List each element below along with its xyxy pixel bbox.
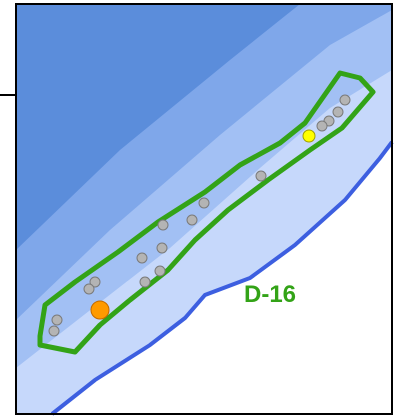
sample-point[interactable]	[332, 106, 344, 118]
sample-point[interactable]	[156, 242, 168, 254]
highlight-point-orange[interactable]	[90, 300, 110, 320]
shore-line	[50, 140, 394, 416]
map-frame	[15, 3, 393, 415]
sample-points	[48, 94, 351, 337]
sample-point[interactable]	[154, 265, 166, 277]
highlight-point-yellow[interactable]	[302, 129, 316, 143]
sample-point[interactable]	[83, 283, 95, 295]
sample-point[interactable]	[255, 170, 267, 182]
zone-label: D-16	[244, 281, 296, 308]
sample-point[interactable]	[198, 197, 210, 209]
zone-outline[interactable]	[37, 70, 376, 355]
sample-point[interactable]	[139, 276, 151, 288]
sample-point[interactable]	[316, 120, 328, 132]
sample-point[interactable]	[48, 325, 60, 337]
sample-point[interactable]	[136, 252, 148, 264]
sample-point[interactable]	[51, 314, 63, 326]
sample-point[interactable]	[339, 94, 351, 106]
land-area	[52, 142, 392, 414]
sample-point[interactable]	[89, 276, 101, 288]
sample-point[interactable]	[157, 219, 169, 231]
sample-point[interactable]	[186, 214, 198, 226]
